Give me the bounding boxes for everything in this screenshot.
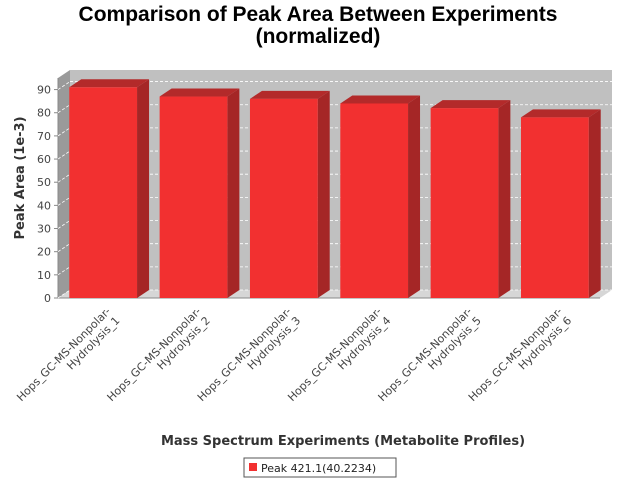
- bar-front: [430, 108, 499, 299]
- gridline-side: [57, 220, 71, 229]
- x-tick-label: Hops_GC-MS-Nonpolar-Hydrolysis_6: [466, 305, 574, 413]
- gridline-side: [57, 289, 71, 299]
- chart-title-line2: (normalized): [256, 25, 381, 48]
- bar-top: [69, 79, 150, 88]
- bar: [249, 90, 330, 298]
- y-tick-label: 60: [37, 153, 51, 166]
- legend-label: Peak 421.1(40.2234): [261, 462, 376, 475]
- bar-side: [317, 90, 330, 298]
- bar-side: [408, 95, 421, 298]
- bar-front: [159, 96, 228, 299]
- bars: [69, 79, 601, 299]
- gridline-side: [57, 104, 71, 114]
- y-axis: 0 10 20 30 40 50 60 70 80 90: [37, 84, 58, 305]
- y-tick-label: 90: [37, 84, 51, 97]
- y-tick-label: 70: [37, 130, 51, 143]
- gridline-side: [57, 173, 71, 183]
- x-axis-categories: Hops_GC-MS-Nonpolar-Hydrolysis_1Hops_GC-…: [14, 305, 574, 413]
- bar-front: [69, 87, 138, 299]
- bar-side: [227, 88, 240, 299]
- bar-top: [430, 100, 511, 109]
- x-axis-label: Mass Spectrum Experiments (Metabolite Pr…: [161, 434, 525, 449]
- bar-front: [340, 103, 409, 298]
- bar: [159, 88, 240, 299]
- x-tick-label-line: Hops_GC-MS-Nonpolar-: [14, 305, 113, 404]
- gridline-side: [57, 266, 71, 276]
- bar-top: [249, 90, 330, 99]
- bar: [340, 95, 421, 298]
- bar-side: [498, 100, 511, 299]
- y-tick-label: 0: [44, 292, 51, 305]
- bar-top: [159, 88, 240, 97]
- bar-front: [520, 117, 589, 298]
- legend-swatch: [249, 463, 257, 471]
- bar-side: [137, 79, 150, 299]
- x-tick-label-line: Hops_GC-MS-Nonpolar-: [105, 305, 204, 404]
- y-tick-label: 50: [37, 176, 51, 189]
- y-tick-label: 30: [37, 223, 51, 236]
- x-tick-label-line: Hops_GC-MS-Nonpolar-: [195, 305, 294, 404]
- bar: [520, 109, 601, 298]
- gridline-side: [57, 127, 71, 137]
- x-tick-label-line: Hops_GC-MS-Nonpolar-: [376, 305, 475, 404]
- plot-left-wall: [58, 70, 70, 298]
- y-tick-label: 20: [37, 246, 51, 259]
- x-tick-label-line: Hops_GC-MS-Nonpolar-: [466, 305, 565, 404]
- bar-top: [520, 109, 601, 118]
- x-tick-label-line: Hops_GC-MS-Nonpolar-: [285, 305, 384, 404]
- gridline-side: [57, 197, 71, 206]
- bar-top: [340, 95, 421, 104]
- y-tick-label: 80: [37, 107, 51, 120]
- y-tick-label: 40: [37, 199, 51, 212]
- y-axis-label: Peak Area (1e-3): [13, 116, 28, 239]
- gridline-side: [57, 150, 71, 160]
- chart-title-line1: Comparison of Peak Area Between Experime…: [79, 3, 558, 26]
- legend-box: [243, 457, 397, 478]
- gridline-side: [57, 243, 71, 253]
- bar-front: [249, 98, 318, 298]
- gridline-side: [57, 81, 71, 90]
- y-tick-label: 10: [37, 269, 51, 282]
- bar-side: [588, 109, 601, 298]
- bar: [430, 100, 511, 299]
- bar: [69, 79, 150, 299]
- legend: Peak 421.1(40.2234): [243, 457, 397, 478]
